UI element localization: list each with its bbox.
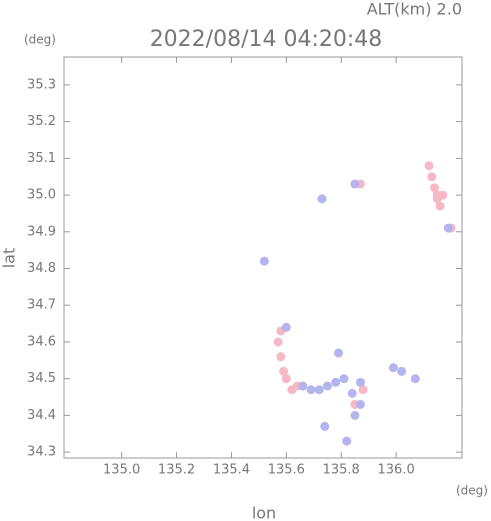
chart-title: 2022/08/14 04:20:48 — [150, 27, 383, 52]
echo-point — [314, 385, 324, 395]
echo-point — [306, 385, 316, 395]
x-label: lon — [252, 504, 276, 521]
x-tick-label: 135.4 — [213, 463, 250, 478]
x-unit: (deg) — [456, 484, 488, 498]
echo-point — [347, 388, 357, 398]
echo-point — [281, 322, 291, 332]
echo-point — [388, 363, 398, 373]
echo-point — [320, 421, 330, 431]
y-tick-label: 34.7 — [27, 298, 56, 313]
x-tick-label: 135.6 — [268, 463, 305, 478]
echo-point — [438, 190, 448, 200]
echo-point — [397, 366, 407, 376]
y-tick-label: 34.6 — [27, 334, 56, 349]
y-unit: (deg) — [24, 33, 56, 47]
y-tick-label: 34.4 — [27, 408, 56, 423]
echo-point — [317, 194, 327, 204]
x-tick-label: 135.2 — [158, 463, 195, 478]
echo-point — [350, 179, 360, 189]
echo-point — [279, 366, 289, 376]
echo-point — [331, 377, 341, 387]
echo-point — [259, 256, 269, 266]
echo-point — [435, 201, 445, 211]
y-tick-label: 34.3 — [27, 445, 56, 460]
chart-subtitle: ALT(km) 2.0 — [367, 0, 462, 19]
y-tick-label: 35.0 — [27, 188, 56, 203]
x-tick-label: 136.0 — [378, 463, 415, 478]
y-tick-label: 34.5 — [27, 371, 56, 386]
echo-point — [276, 352, 286, 362]
echo-point — [342, 436, 352, 446]
plot-frame — [63, 56, 463, 459]
echo-point — [443, 223, 453, 233]
echo-point — [339, 374, 349, 384]
y-tick-label: 35.1 — [27, 151, 56, 166]
y-tick-label: 34.9 — [27, 224, 56, 239]
echo-point — [355, 399, 365, 409]
echo-point — [355, 377, 365, 387]
x-tick-label: 135.0 — [103, 463, 140, 478]
echo-point — [273, 337, 283, 347]
y-tick-label: 35.2 — [27, 114, 56, 129]
y-label: lat — [0, 248, 19, 269]
echo-point — [333, 348, 343, 358]
x-tick-label: 135.8 — [323, 463, 360, 478]
echo-point — [281, 374, 291, 384]
y-tick-label: 34.8 — [27, 261, 56, 276]
y-tick-label: 35.3 — [27, 77, 56, 92]
echo-point — [298, 381, 308, 391]
echo-point — [427, 172, 437, 182]
echo-point — [410, 374, 420, 384]
echo-point — [424, 161, 434, 171]
echo-point — [430, 183, 440, 193]
echo-point — [350, 410, 360, 420]
echo-point — [323, 381, 333, 391]
echo-point — [358, 385, 368, 395]
